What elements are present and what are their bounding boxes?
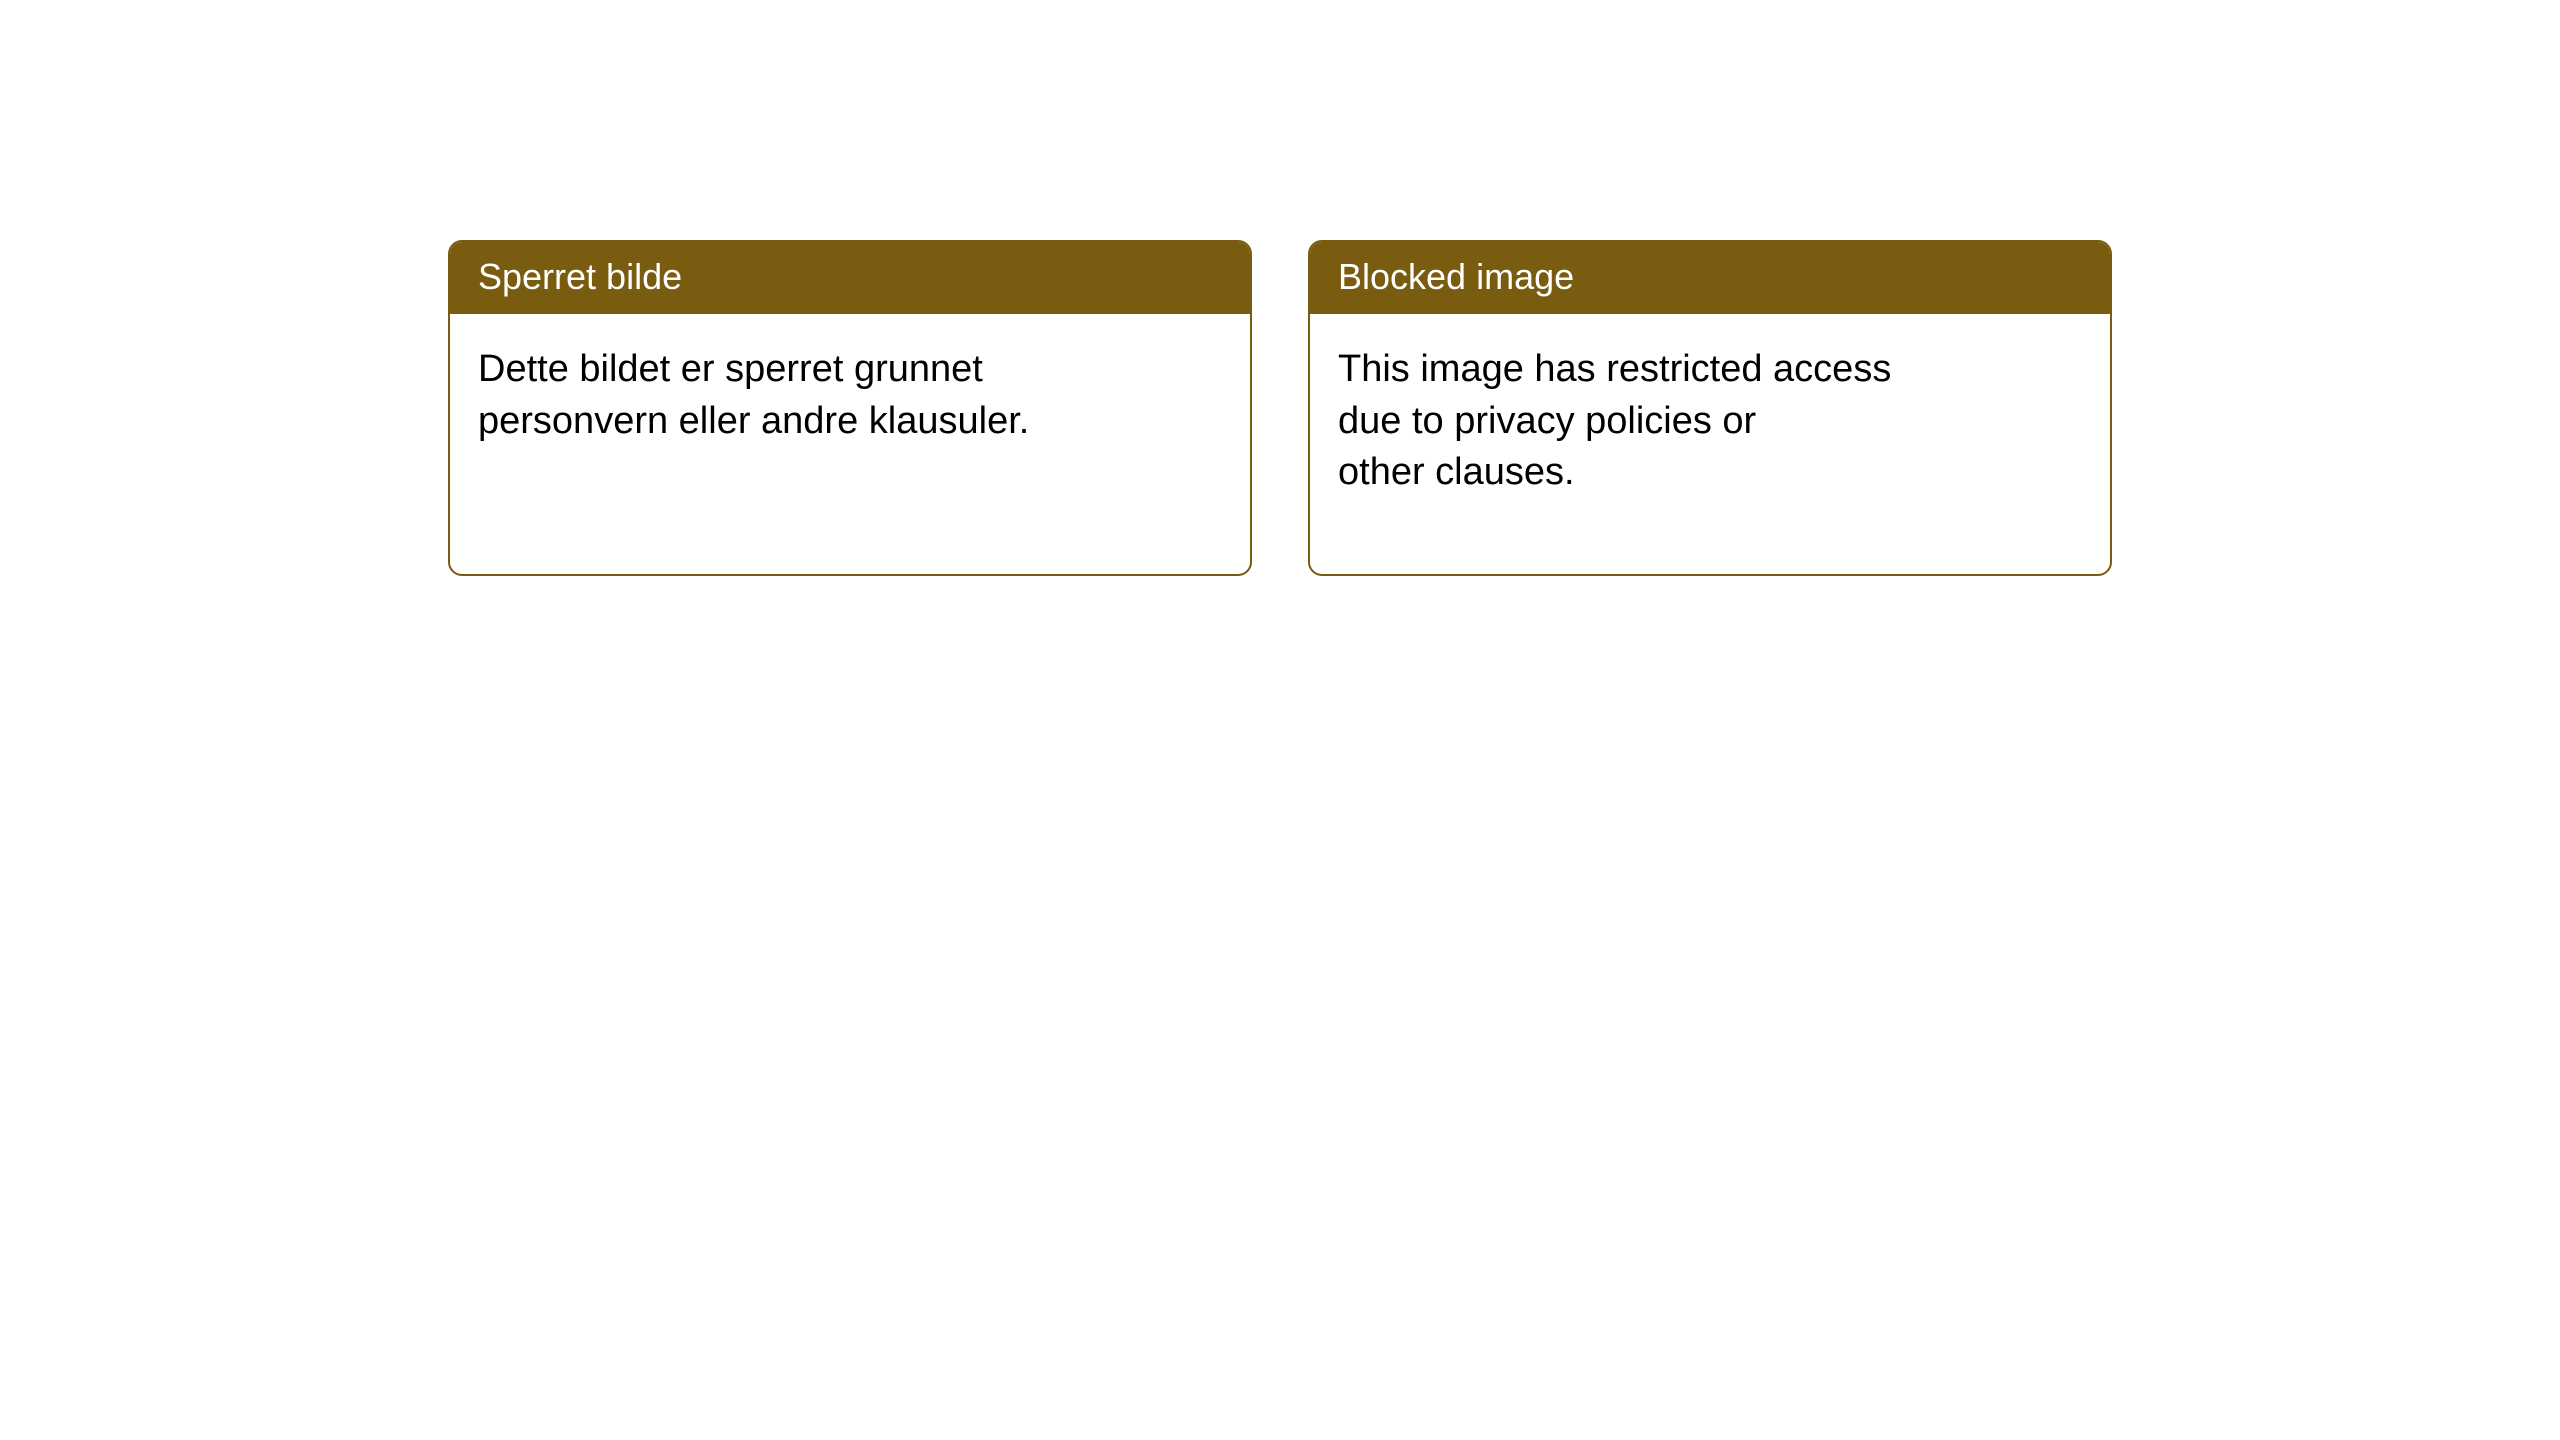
notice-body-english: This image has restricted access due to …	[1310, 314, 2110, 528]
notice-title-norwegian: Sperret bilde	[450, 242, 1250, 314]
notice-body-norwegian: Dette bildet er sperret grunnet personve…	[450, 314, 1250, 477]
notice-card-norwegian: Sperret bilde Dette bildet er sperret gr…	[448, 240, 1252, 576]
notice-container: Sperret bilde Dette bildet er sperret gr…	[0, 0, 2560, 576]
notice-card-english: Blocked image This image has restricted …	[1308, 240, 2112, 576]
notice-title-english: Blocked image	[1310, 242, 2110, 314]
